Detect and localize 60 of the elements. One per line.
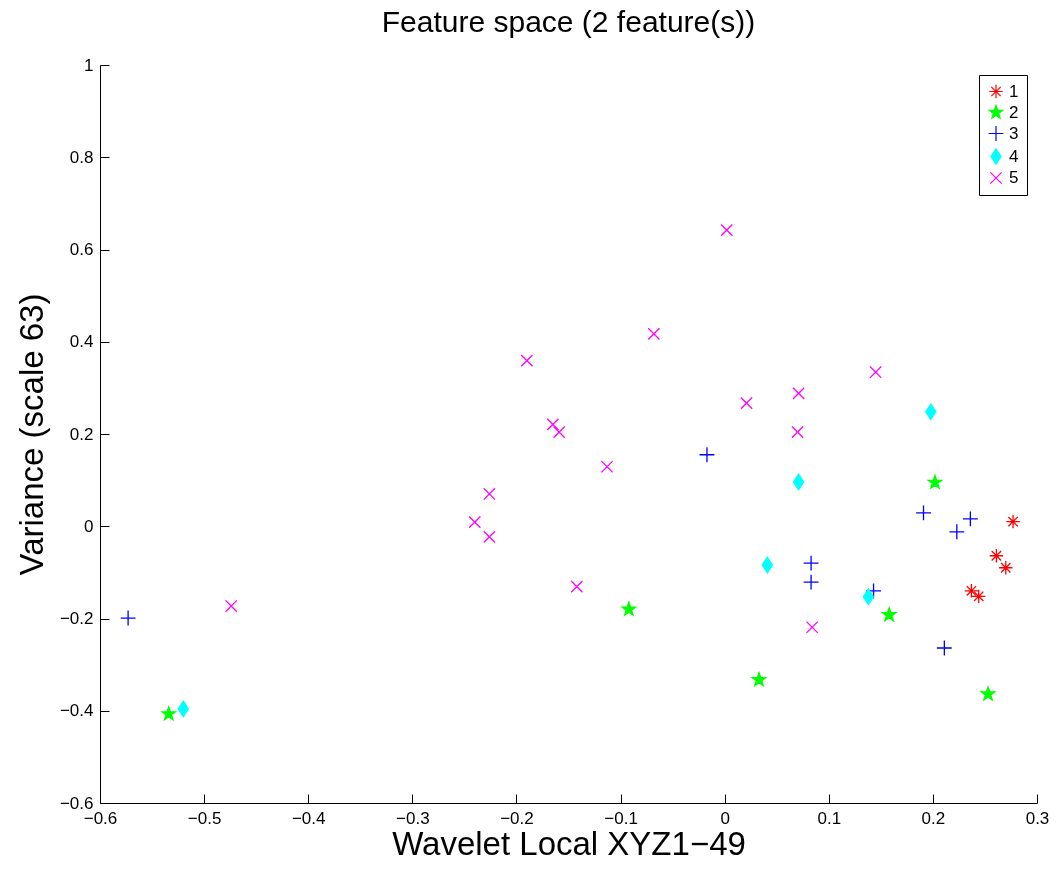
point bbox=[483, 487, 496, 501]
point bbox=[483, 530, 496, 544]
chart-title: Feature space (2 feature(s)) bbox=[381, 5, 756, 38]
legend-label: 3 bbox=[1009, 123, 1019, 143]
y-tick-label: 0.6 bbox=[69, 240, 94, 259]
y-tick-label: 1 bbox=[84, 55, 94, 75]
point bbox=[948, 523, 965, 540]
point bbox=[791, 425, 804, 439]
point bbox=[792, 473, 805, 491]
point bbox=[1005, 514, 1021, 529]
point bbox=[862, 588, 875, 606]
point bbox=[980, 686, 996, 701]
point bbox=[989, 548, 1004, 564]
point bbox=[761, 556, 774, 574]
point bbox=[927, 474, 943, 489]
point bbox=[600, 460, 614, 474]
point bbox=[751, 672, 767, 687]
point bbox=[161, 706, 177, 721]
point bbox=[120, 609, 137, 627]
legend-label: 5 bbox=[1009, 168, 1019, 187]
y-tick-label: 0.2 bbox=[69, 424, 94, 444]
point bbox=[621, 601, 637, 616]
point bbox=[224, 599, 238, 613]
x-tick-label: −0.4 bbox=[291, 808, 326, 828]
point bbox=[803, 555, 820, 572]
y-tick-label: −0.6 bbox=[59, 793, 94, 813]
point bbox=[936, 639, 953, 657]
y-tick-label: −0.4 bbox=[59, 701, 94, 721]
point bbox=[552, 425, 566, 439]
point bbox=[915, 504, 932, 521]
point bbox=[792, 387, 805, 400]
legend-label: 4 bbox=[1009, 146, 1019, 166]
point bbox=[971, 589, 987, 604]
x-tick-label: 0.1 bbox=[817, 808, 842, 828]
x-tick-label: 0.2 bbox=[921, 808, 946, 828]
point bbox=[468, 515, 482, 529]
point bbox=[964, 583, 979, 599]
y-tick-label: 0 bbox=[84, 516, 94, 536]
point bbox=[740, 396, 753, 410]
point bbox=[869, 365, 882, 379]
x-tick-label: 0.3 bbox=[1025, 808, 1050, 828]
y-tick-label: −0.2 bbox=[59, 609, 94, 628]
point bbox=[865, 582, 882, 599]
point bbox=[720, 223, 734, 237]
point bbox=[881, 607, 897, 622]
y-tick-label: 0.4 bbox=[69, 332, 94, 352]
point bbox=[998, 560, 1014, 576]
point bbox=[570, 580, 584, 593]
point bbox=[805, 620, 819, 634]
point bbox=[647, 327, 661, 341]
point bbox=[962, 510, 979, 527]
legend-label: 1 bbox=[1009, 81, 1019, 101]
point bbox=[520, 354, 534, 367]
legend-label: 2 bbox=[1009, 102, 1019, 122]
point bbox=[546, 418, 560, 431]
point bbox=[803, 574, 820, 591]
point bbox=[698, 446, 716, 463]
y-axis-title: Variance (scale 63) bbox=[12, 293, 50, 576]
y-tick-label: 0.8 bbox=[69, 147, 94, 167]
x-tick-label: −0.5 bbox=[187, 808, 222, 828]
